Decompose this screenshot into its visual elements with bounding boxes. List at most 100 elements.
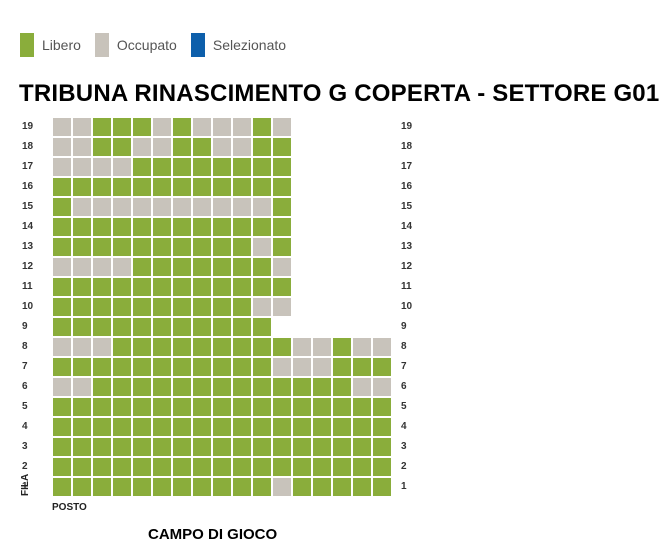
seat-r7-p16-free[interactable]	[353, 358, 371, 376]
seat-r4-p12-free[interactable]	[273, 418, 291, 436]
seat-r5-p2-free[interactable]	[73, 398, 91, 416]
seat-r17-p10-free[interactable]	[233, 158, 251, 176]
seat-r2-p1-free[interactable]	[53, 458, 71, 476]
seat-r1-p15-free[interactable]	[333, 478, 351, 496]
seat-r14-p9-free[interactable]	[213, 218, 231, 236]
seat-r6-p8-free[interactable]	[193, 378, 211, 396]
seat-r4-p1-free[interactable]	[53, 418, 71, 436]
seat-r5-p1-free[interactable]	[53, 398, 71, 416]
seat-r11-p6-free[interactable]	[153, 278, 171, 296]
seat-r5-p16-free[interactable]	[353, 398, 371, 416]
seat-r15-p12-free[interactable]	[273, 198, 291, 216]
seat-r2-p9-free[interactable]	[213, 458, 231, 476]
seat-r9-p10-free[interactable]	[233, 318, 251, 336]
seat-r10-p3-free[interactable]	[93, 298, 111, 316]
seat-r8-p12-free[interactable]	[273, 338, 291, 356]
seat-r8-p6-free[interactable]	[153, 338, 171, 356]
seat-r6-p12-free[interactable]	[273, 378, 291, 396]
seat-r13-p12-free[interactable]	[273, 238, 291, 256]
seat-r5-p6-free[interactable]	[153, 398, 171, 416]
seat-r10-p1-free[interactable]	[53, 298, 71, 316]
seat-r12-p10-free[interactable]	[233, 258, 251, 276]
seat-r3-p7-free[interactable]	[173, 438, 191, 456]
seat-r13-p6-free[interactable]	[153, 238, 171, 256]
seat-r3-p17-free[interactable]	[373, 438, 391, 456]
seat-r17-p11-free[interactable]	[253, 158, 271, 176]
seat-r9-p3-free[interactable]	[93, 318, 111, 336]
seat-r18-p12-free[interactable]	[273, 138, 291, 156]
seat-r15-p1-free[interactable]	[53, 198, 71, 216]
seat-r5-p7-free[interactable]	[173, 398, 191, 416]
seat-r13-p7-free[interactable]	[173, 238, 191, 256]
seat-r18-p3-free[interactable]	[93, 138, 111, 156]
seat-r11-p4-free[interactable]	[113, 278, 131, 296]
seat-r1-p1-free[interactable]	[53, 478, 71, 496]
seat-r16-p7-free[interactable]	[173, 178, 191, 196]
seat-r1-p17-free[interactable]	[373, 478, 391, 496]
seat-r17-p9-free[interactable]	[213, 158, 231, 176]
seat-r12-p5-free[interactable]	[133, 258, 151, 276]
seat-r2-p12-free[interactable]	[273, 458, 291, 476]
seat-r1-p7-free[interactable]	[173, 478, 191, 496]
seat-r4-p10-free[interactable]	[233, 418, 251, 436]
seat-r9-p8-free[interactable]	[193, 318, 211, 336]
seat-r2-p2-free[interactable]	[73, 458, 91, 476]
seat-r3-p2-free[interactable]	[73, 438, 91, 456]
seat-r13-p8-free[interactable]	[193, 238, 211, 256]
seat-r14-p8-free[interactable]	[193, 218, 211, 236]
seat-r5-p4-free[interactable]	[113, 398, 131, 416]
seat-r5-p12-free[interactable]	[273, 398, 291, 416]
seat-r11-p7-free[interactable]	[173, 278, 191, 296]
seat-r10-p9-free[interactable]	[213, 298, 231, 316]
seat-r4-p11-free[interactable]	[253, 418, 271, 436]
seat-r11-p3-free[interactable]	[93, 278, 111, 296]
seat-r7-p8-free[interactable]	[193, 358, 211, 376]
seat-r3-p9-free[interactable]	[213, 438, 231, 456]
seat-r8-p10-free[interactable]	[233, 338, 251, 356]
seat-r16-p2-free[interactable]	[73, 178, 91, 196]
seat-r3-p6-free[interactable]	[153, 438, 171, 456]
seat-r14-p11-free[interactable]	[253, 218, 271, 236]
seat-r18-p7-free[interactable]	[173, 138, 191, 156]
seat-r1-p9-free[interactable]	[213, 478, 231, 496]
seat-r4-p15-free[interactable]	[333, 418, 351, 436]
seat-r6-p3-free[interactable]	[93, 378, 111, 396]
seat-r3-p5-free[interactable]	[133, 438, 151, 456]
seat-r11-p9-free[interactable]	[213, 278, 231, 296]
seat-r10-p6-free[interactable]	[153, 298, 171, 316]
seat-r12-p6-free[interactable]	[153, 258, 171, 276]
seat-r7-p3-free[interactable]	[93, 358, 111, 376]
seat-r2-p6-free[interactable]	[153, 458, 171, 476]
seat-r11-p8-free[interactable]	[193, 278, 211, 296]
seat-r7-p2-free[interactable]	[73, 358, 91, 376]
seat-r5-p5-free[interactable]	[133, 398, 151, 416]
seat-r8-p5-free[interactable]	[133, 338, 151, 356]
seat-r7-p5-free[interactable]	[133, 358, 151, 376]
seat-r3-p8-free[interactable]	[193, 438, 211, 456]
seat-r7-p6-free[interactable]	[153, 358, 171, 376]
seat-r7-p1-free[interactable]	[53, 358, 71, 376]
seat-r2-p4-free[interactable]	[113, 458, 131, 476]
seat-r3-p12-free[interactable]	[273, 438, 291, 456]
seat-r10-p4-free[interactable]	[113, 298, 131, 316]
seat-r2-p13-free[interactable]	[293, 458, 311, 476]
seat-r11-p5-free[interactable]	[133, 278, 151, 296]
seat-r7-p17-free[interactable]	[373, 358, 391, 376]
seat-r18-p8-free[interactable]	[193, 138, 211, 156]
seat-r19-p5-free[interactable]	[133, 118, 151, 136]
seat-r19-p7-free[interactable]	[173, 118, 191, 136]
seat-r4-p16-free[interactable]	[353, 418, 371, 436]
seat-r10-p8-free[interactable]	[193, 298, 211, 316]
seat-r2-p7-free[interactable]	[173, 458, 191, 476]
seat-r7-p7-free[interactable]	[173, 358, 191, 376]
seat-r14-p1-free[interactable]	[53, 218, 71, 236]
seat-r8-p9-free[interactable]	[213, 338, 231, 356]
seat-r18-p11-free[interactable]	[253, 138, 271, 156]
seat-r9-p4-free[interactable]	[113, 318, 131, 336]
seat-r3-p15-free[interactable]	[333, 438, 351, 456]
seat-r6-p5-free[interactable]	[133, 378, 151, 396]
seat-r8-p4-free[interactable]	[113, 338, 131, 356]
seat-r2-p10-free[interactable]	[233, 458, 251, 476]
seat-r14-p5-free[interactable]	[133, 218, 151, 236]
seat-r13-p1-free[interactable]	[53, 238, 71, 256]
